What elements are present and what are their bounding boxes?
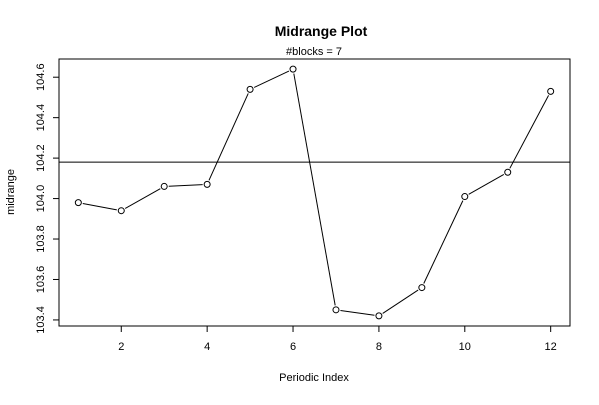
data-point: [203, 180, 211, 188]
data-point: [418, 284, 426, 292]
x-tick-label: 6: [290, 341, 296, 353]
series-line-segment: [382, 289, 419, 314]
series-line-segment: [468, 174, 505, 195]
series-line-segment: [509, 95, 550, 169]
x-axis: 2 4 6 8 10 12: [118, 326, 557, 353]
y-tick-label: 104.6: [35, 63, 47, 91]
data-point: [289, 65, 297, 73]
series-points-layer: [74, 65, 555, 320]
x-tick-label: 2: [118, 341, 124, 353]
y-tick-label: 104.2: [35, 144, 47, 172]
data-point: [332, 306, 340, 314]
data-point: [461, 193, 469, 201]
data-point: [547, 87, 555, 95]
data-point: [246, 85, 254, 93]
series-line-segment: [168, 184, 203, 187]
data-point: [504, 168, 512, 176]
series-line-segment: [423, 200, 464, 284]
y-tick-label: 104.0: [35, 185, 47, 213]
data-point: [117, 207, 125, 215]
series-line-segment: [82, 202, 117, 211]
data-point: [74, 199, 82, 207]
series-line-segment: [340, 309, 375, 316]
data-point: [375, 312, 383, 320]
chart-title: Midrange Plot: [275, 23, 368, 39]
x-tick-label: 4: [204, 341, 210, 353]
y-axis-label: midrange: [5, 169, 17, 215]
series-line-segment: [293, 73, 336, 306]
series-line-segment: [253, 70, 290, 88]
series-line-segment: [124, 188, 161, 209]
y-tick-label: 103.4: [35, 306, 47, 334]
x-tick-label: 10: [459, 341, 471, 353]
x-axis-label: Periodic Index: [279, 372, 349, 384]
x-tick-label: 12: [545, 341, 557, 353]
series-line-segment: [208, 93, 249, 181]
series-line-layer: [82, 70, 550, 316]
x-tick-label: 8: [376, 341, 382, 353]
y-axis: 103.4 103.6 103.8 104.0 104.2 104.4 104.6: [35, 63, 59, 334]
y-tick-label: 103.6: [35, 266, 47, 294]
data-point: [160, 182, 168, 190]
y-tick-label: 103.8: [35, 225, 47, 253]
chart-subtitle: #blocks = 7: [286, 46, 342, 58]
y-tick-label: 104.4: [35, 104, 47, 132]
plot-frame: [58, 58, 571, 327]
